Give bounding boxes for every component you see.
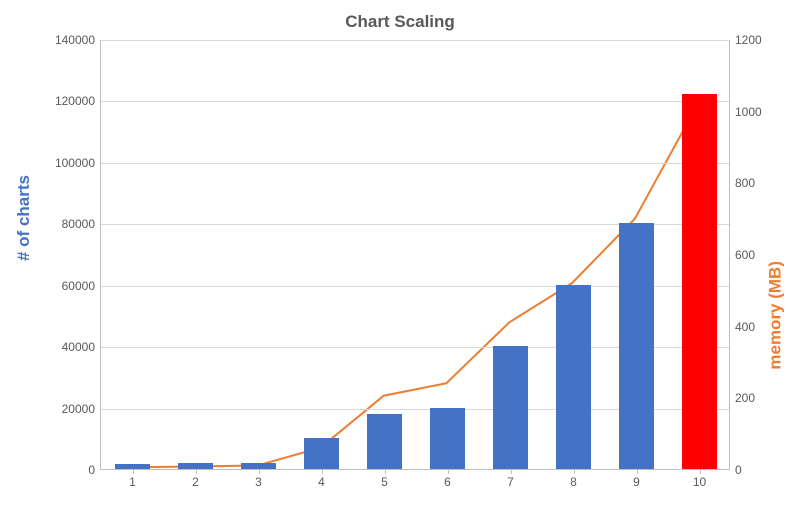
y2-tick-label: 400 [729,320,755,334]
x-tick-label: 9 [633,469,640,489]
bar [682,94,717,469]
y1-tick-label: 80000 [62,217,101,231]
gridline [101,101,729,102]
plot-area: 0200004000060000800001000001200001400000… [100,40,730,470]
x-tick-label: 8 [570,469,577,489]
gridline [101,40,729,41]
bar [493,346,528,469]
y1-tick-label: 20000 [62,402,101,416]
bar [619,223,654,469]
x-tick-label: 6 [444,469,451,489]
y1-axis-label: # of charts [14,175,34,261]
bar [556,285,591,469]
bar [304,438,339,469]
bar [430,408,465,469]
bar [367,414,402,469]
chart-container: Chart Scaling # of charts memory (MB) 02… [0,0,800,522]
y2-tick-label: 0 [729,463,742,477]
x-tick-label: 4 [318,469,325,489]
y1-tick-label: 40000 [62,340,101,354]
y2-tick-label: 800 [729,176,755,190]
y1-tick-label: 60000 [62,279,101,293]
chart-title: Chart Scaling [0,12,800,32]
y2-tick-label: 1000 [729,105,762,119]
x-tick-label: 3 [255,469,262,489]
y1-tick-label: 100000 [55,156,101,170]
y1-tick-label: 0 [88,463,101,477]
y2-tick-label: 600 [729,248,755,262]
y1-tick-label: 140000 [55,33,101,47]
x-tick-label: 7 [507,469,514,489]
gridline [101,163,729,164]
x-tick-label: 10 [693,469,706,489]
x-tick-label: 1 [129,469,136,489]
x-tick-label: 5 [381,469,388,489]
y2-axis-label: memory (MB) [766,261,786,370]
y2-tick-label: 1200 [729,33,762,47]
y1-tick-label: 120000 [55,94,101,108]
x-tick-label: 2 [192,469,199,489]
y2-tick-label: 200 [729,391,755,405]
